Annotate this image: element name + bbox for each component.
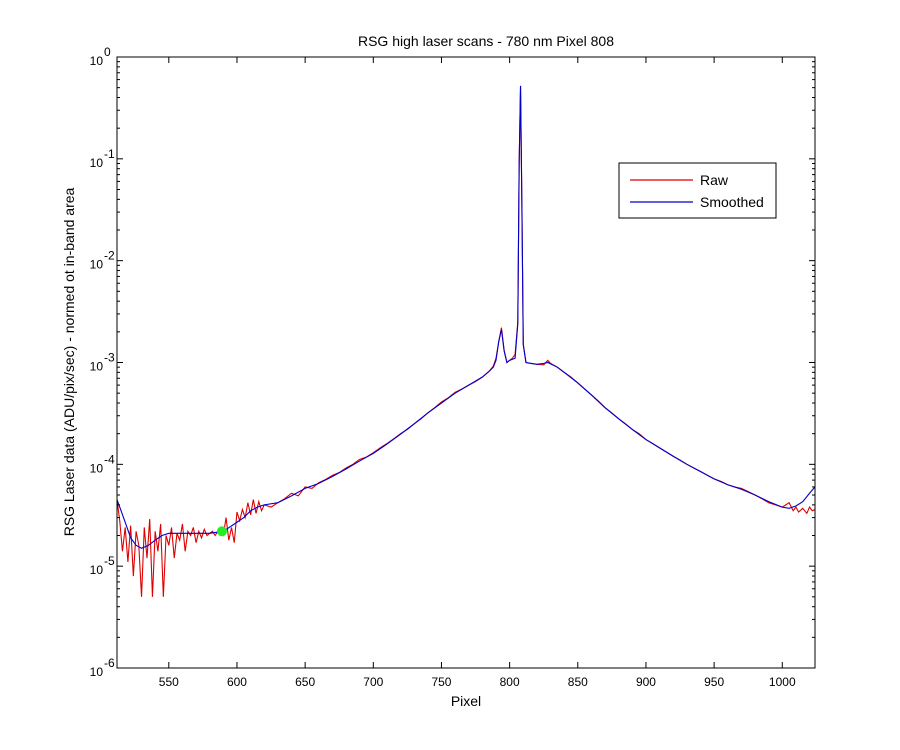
y-tick-exponent: 0 [104,45,111,59]
y-axis-title: RSG Laser data (ADU/pix/sec) - normed ot… [61,187,77,536]
x-tick-label: 1000 [769,675,796,689]
y-tick-label: 10 [90,54,104,68]
y-tick-label: 10 [90,665,104,679]
plot-area: 550 600 650 700 750 800 850 900 950 1000 10-610-5… [90,45,816,689]
x-tick-label: 900 [636,675,656,689]
y-tick-exponent: -1 [104,147,115,161]
y-tick-label: 10 [90,258,104,272]
x-axis-ticks: 550 600 650 700 750 800 850 900 950 1000 [159,57,796,689]
chart-title: RSG high laser scans - 780 nm Pixel 808 [358,33,614,49]
legend: Raw Smoothed [618,162,777,219]
x-tick-label: 750 [431,675,451,689]
y-tick-label: 10 [90,156,104,170]
legend-box [618,162,777,219]
highlight-marker [216,526,227,537]
y-tick-exponent: -2 [104,249,115,263]
y-tick-exponent: -6 [104,656,115,670]
series-layer [117,85,815,597]
x-tick-label: 550 [159,675,179,689]
x-axis-title: Pixel [451,693,481,709]
x-tick-label: 700 [363,675,383,689]
x-tick-label: 850 [568,675,588,689]
legend-label-raw: Raw [700,172,729,188]
x-tick-label: 950 [704,675,724,689]
legend-label-smoothed: Smoothed [700,194,764,210]
marker-layer [216,526,227,537]
y-tick-exponent: -3 [104,351,115,365]
y-tick-exponent: -4 [104,452,115,466]
plot-background [117,57,815,668]
y-tick-exponent: -5 [104,554,115,568]
series-line-smoothed [117,85,815,549]
x-tick-label: 600 [227,675,247,689]
x-tick-label: 800 [500,675,520,689]
y-tick-label: 10 [90,563,104,577]
y-tick-label: 10 [90,461,104,475]
x-tick-label: 650 [295,675,315,689]
y-tick-label: 10 [90,360,104,374]
